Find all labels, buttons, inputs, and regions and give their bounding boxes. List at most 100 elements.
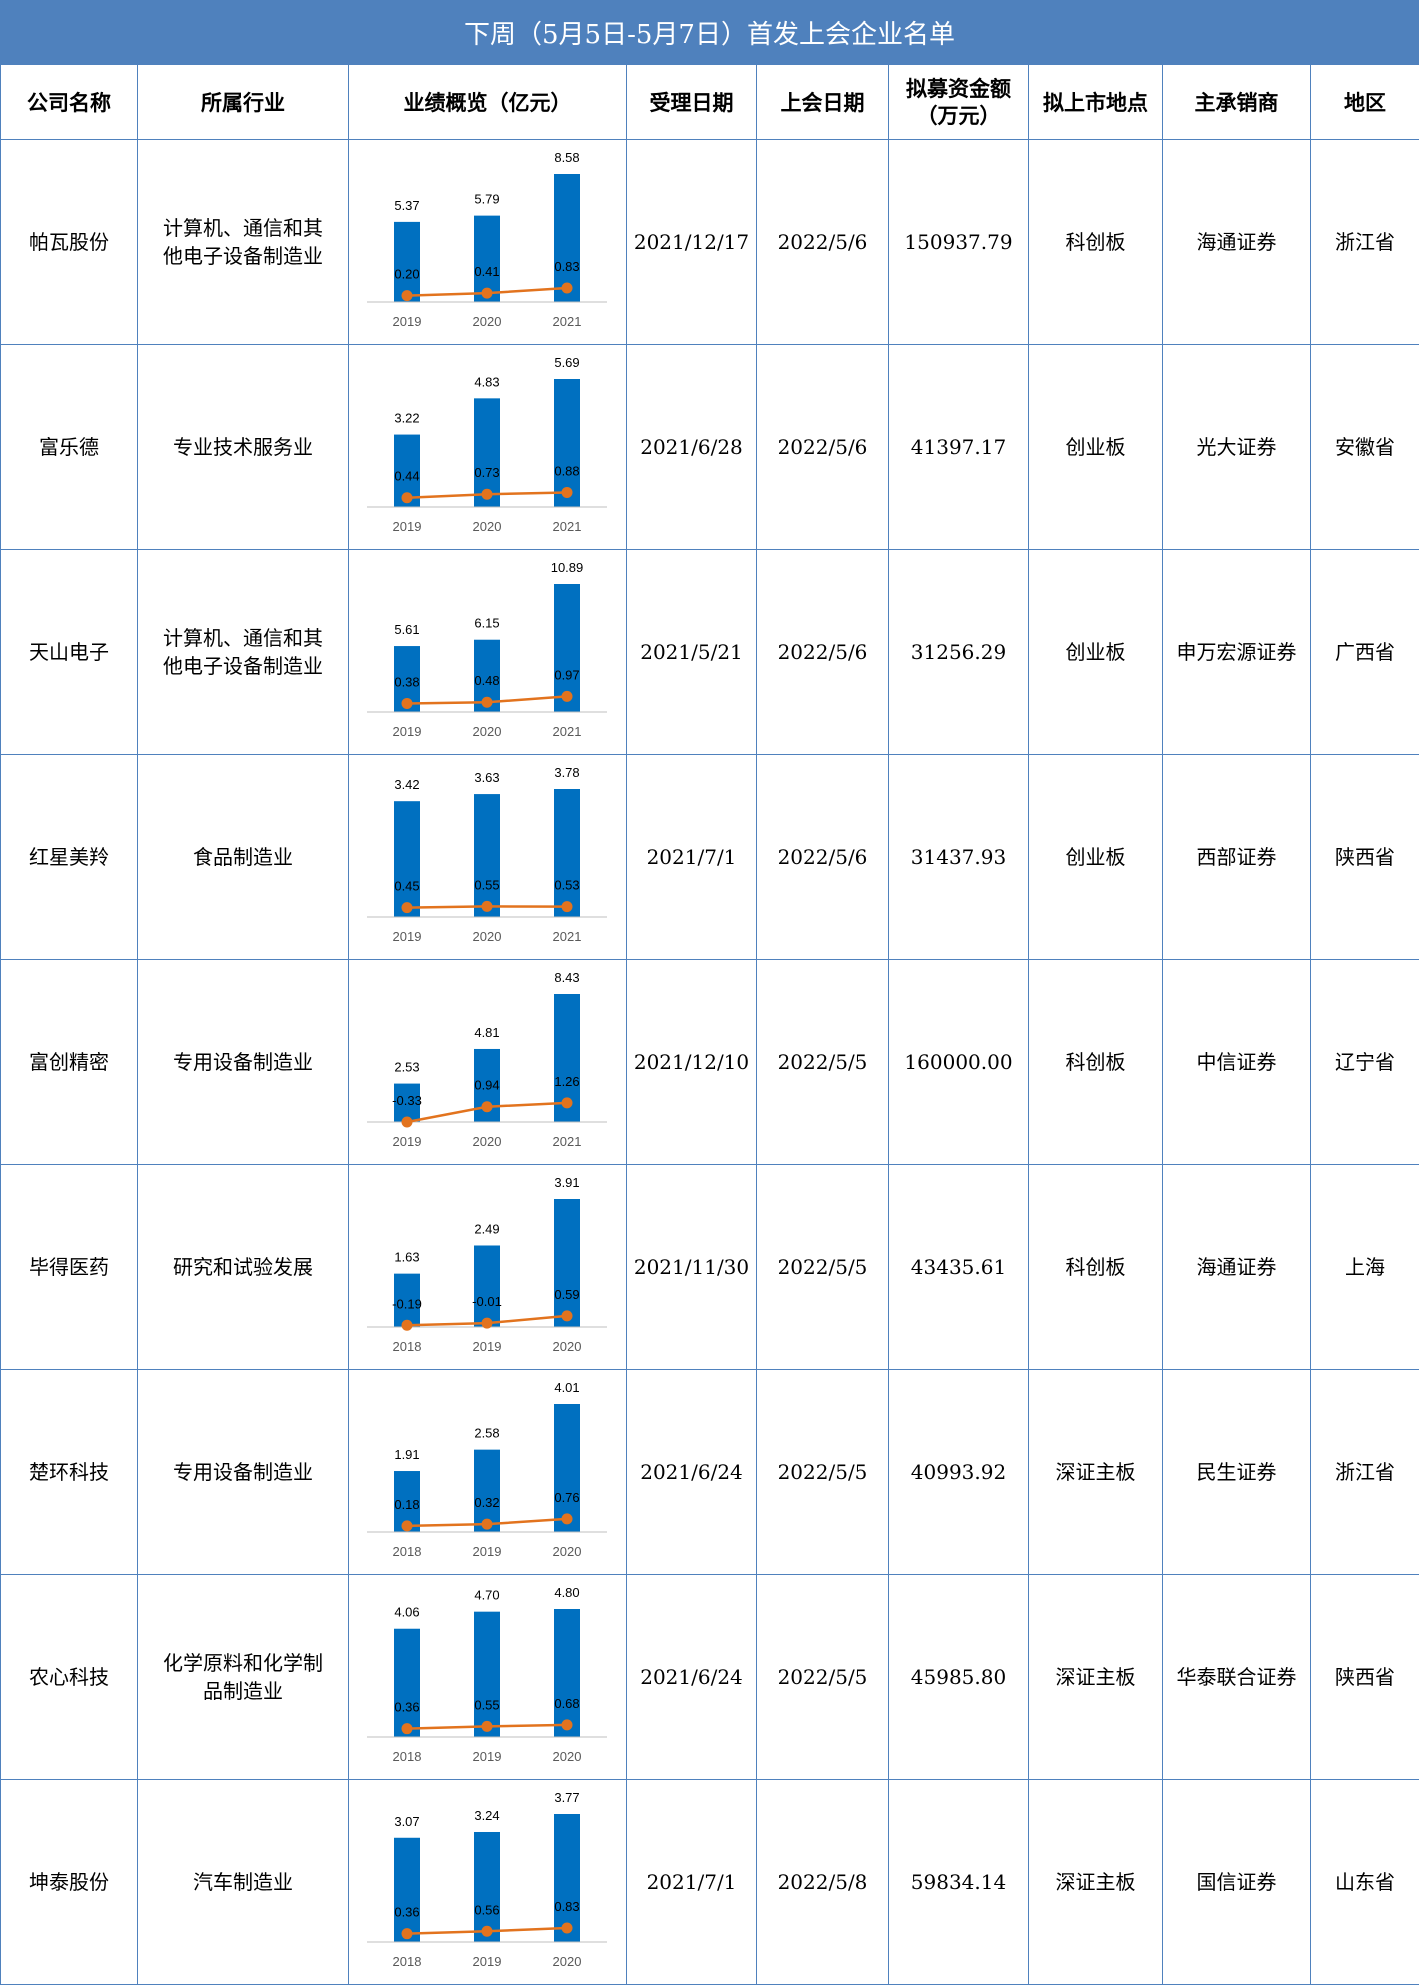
performance-chart: 5.61 6.15 10.89 2019 2020 2021 0.38 0.48 0.97 <box>367 560 607 739</box>
profit-point <box>401 1723 413 1735</box>
profit-point <box>481 287 493 299</box>
raise-amount: 40993.92 <box>888 1369 1029 1575</box>
revenue-label: 3.42 <box>394 777 419 792</box>
profit-point <box>481 1518 493 1530</box>
accept-date: 2021/7/1 <box>626 754 757 960</box>
header-industry: 所属行业 <box>137 64 349 140</box>
performance-chart: 3.42 3.63 3.78 2019 2020 2021 0.45 0.55 0.53 <box>367 765 607 944</box>
revenue-label: 3.22 <box>394 411 419 426</box>
listing-market: 创业板 <box>1028 344 1163 550</box>
underwriter: 申万宏源证券 <box>1162 549 1311 755</box>
performance-chart-cell: 5.37 5.79 8.58 2019 2020 2021 0.20 0.41 0.83 <box>348 139 627 345</box>
profit-point <box>401 902 413 914</box>
table-body: 帕瓦股份计算机、通信和其 他电子设备制造业 5.37 5.79 8.58 2019 2020… <box>0 139 1419 1985</box>
year-tick-label: 2020 <box>473 929 502 944</box>
underwriter: 光大证券 <box>1162 344 1311 550</box>
revenue-label: 4.81 <box>474 1025 499 1040</box>
listing-market: 创业板 <box>1028 549 1163 755</box>
profit-label: 0.55 <box>474 877 499 892</box>
performance-chart: 1.91 2.58 4.01 2018 2019 2020 0.18 0.32 0.76 <box>367 1380 607 1559</box>
underwriter: 中信证券 <box>1162 959 1311 1165</box>
industry-line1: 食品制造业 <box>193 845 293 869</box>
table-row: 楚环科技 专用设备制造业 1.91 2.58 4.01 2018 2019 2020 0.18 0… <box>0 1369 1419 1575</box>
year-tick-label: 2019 <box>473 1339 502 1354</box>
header-accept-date: 受理日期 <box>626 64 757 140</box>
profit-point <box>561 1719 573 1731</box>
profit-point <box>481 696 493 708</box>
revenue-bar <box>394 221 420 302</box>
year-tick-label: 2018 <box>393 1339 422 1354</box>
industry: 专业技术服务业 <box>137 344 349 550</box>
revenue-bar <box>394 1273 420 1327</box>
header-underwriter: 主承销商 <box>1162 64 1311 140</box>
revenue-label: 2.49 <box>474 1221 499 1236</box>
revenue-bar <box>554 1609 580 1737</box>
industry: 计算机、通信和其 他电子设备制造业 <box>137 549 349 755</box>
performance-chart: 3.07 3.24 3.77 2018 2019 2020 0.36 0.56 0.83 <box>367 1790 607 1969</box>
year-tick-label: 2021 <box>553 929 582 944</box>
table-row: 农心科技 化学原料和化学制 品制造业 4.06 4.70 4.80 2018 2019 2020… <box>0 1574 1419 1780</box>
profit-label: 0.45 <box>394 879 419 894</box>
year-tick-label: 2019 <box>473 1544 502 1559</box>
revenue-label: 5.69 <box>554 355 579 370</box>
region: 安徽省 <box>1310 344 1419 550</box>
year-tick-label: 2018 <box>393 1954 422 1969</box>
year-tick-label: 2019 <box>473 1749 502 1764</box>
revenue-bar <box>394 801 420 917</box>
industry-line2: 他电子设备制造业 <box>163 244 323 268</box>
accept-date: 2021/6/24 <box>626 1369 757 1575</box>
profit-label: 0.73 <box>474 465 499 480</box>
performance-chart-cell: 3.22 4.83 5.69 2019 2020 2021 0.44 0.73 0.88 <box>348 344 627 550</box>
revenue-label: 4.70 <box>474 1588 499 1603</box>
listing-market: 深证主板 <box>1028 1369 1163 1575</box>
raise-amount: 150937.79 <box>888 139 1029 345</box>
revenue-bar <box>554 174 580 302</box>
year-tick-label: 2020 <box>473 724 502 739</box>
profit-point <box>401 492 413 504</box>
performance-chart: 2.53 4.81 8.43 2019 2020 2021 -0.33 0.94 1.26 <box>367 970 607 1149</box>
underwriter: 国信证券 <box>1162 1779 1311 1985</box>
company-name: 帕瓦股份 <box>0 139 138 345</box>
industry: 专用设备制造业 <box>137 1369 349 1575</box>
revenue-label: 3.24 <box>474 1808 499 1823</box>
industry-line1: 专用设备制造业 <box>173 1050 313 1074</box>
performance-chart-cell: 3.07 3.24 3.77 2018 2019 2020 0.36 0.56 0.83 <box>348 1779 627 1985</box>
profit-point <box>561 1513 573 1525</box>
table-row: 帕瓦股份 计算机、通信和其 他电子设备制造业 5.37 5.79 8.58 2019 2020… <box>0 139 1419 345</box>
table-row: 坤泰股份 汽车制造业 3.07 3.24 3.77 2018 2019 2020 0.36 0.5… <box>0 1779 1419 1985</box>
performance-chart: 4.06 4.70 4.80 2018 2019 2020 0.36 0.55 0.68 <box>367 1585 607 1764</box>
revenue-label: 6.15 <box>474 616 499 631</box>
revenue-bar <box>554 1814 580 1942</box>
profit-label: 0.36 <box>394 1700 419 1715</box>
revenue-label: 2.58 <box>474 1426 499 1441</box>
company-name: 毕得医药 <box>0 1164 138 1370</box>
performance-chart-cell: 1.63 2.49 3.91 2018 2019 2020 -0.19 -0.01 0.59 <box>348 1164 627 1370</box>
meeting-date: 2022/5/6 <box>756 549 889 755</box>
profit-label: 0.76 <box>554 1490 579 1505</box>
profit-point <box>561 1310 573 1322</box>
header-region: 地区 <box>1310 64 1419 140</box>
profit-point <box>561 1922 573 1934</box>
revenue-bar <box>394 1628 420 1737</box>
underwriter: 西部证券 <box>1162 754 1311 960</box>
revenue-label: 3.77 <box>554 1790 579 1805</box>
profit-label: 0.32 <box>474 1495 499 1510</box>
table-row: 富乐德 专业技术服务业 3.22 4.83 5.69 2019 2020 2021 0.44 0.… <box>0 344 1419 550</box>
revenue-label: 4.83 <box>474 374 499 389</box>
profit-label: 0.44 <box>394 469 419 484</box>
profit-label: 0.97 <box>554 667 579 682</box>
header-raise-amount-line2: （万元） <box>916 103 1001 128</box>
year-tick-label: 2021 <box>553 1134 582 1149</box>
year-tick-label: 2021 <box>553 724 582 739</box>
industry-line1: 研究和试验发展 <box>173 1255 313 1279</box>
year-tick-label: 2019 <box>393 1134 422 1149</box>
profit-point <box>561 901 573 913</box>
header-raise-amount-line1: 拟募资金额 <box>906 76 1011 101</box>
performance-chart-cell: 1.91 2.58 4.01 2018 2019 2020 0.18 0.32 0.76 <box>348 1369 627 1575</box>
revenue-label: 4.01 <box>554 1380 579 1395</box>
profit-label: 0.18 <box>394 1497 419 1512</box>
year-tick-label: 2018 <box>393 1544 422 1559</box>
profit-point <box>561 486 573 498</box>
company-name: 楚环科技 <box>0 1369 138 1575</box>
listing-market: 科创板 <box>1028 1164 1163 1370</box>
